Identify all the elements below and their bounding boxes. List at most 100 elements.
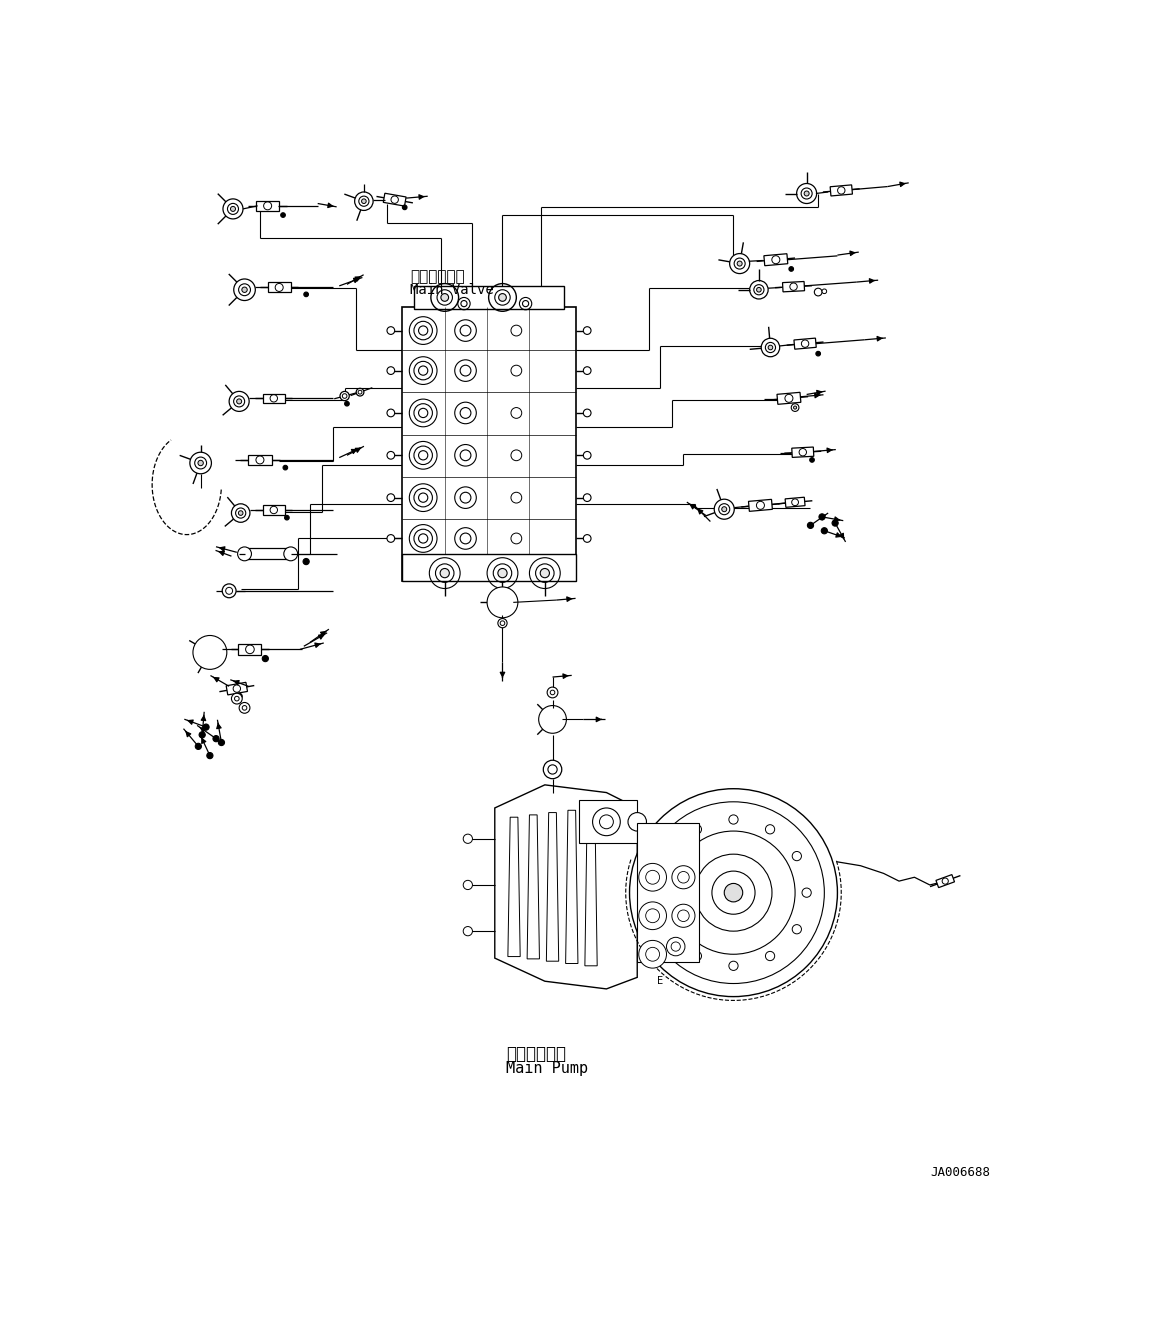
Circle shape	[765, 951, 775, 960]
Circle shape	[543, 760, 562, 779]
Circle shape	[584, 535, 591, 543]
Circle shape	[213, 736, 219, 741]
Polygon shape	[764, 254, 787, 266]
Circle shape	[199, 732, 205, 737]
Circle shape	[548, 766, 557, 774]
Circle shape	[190, 453, 212, 474]
Circle shape	[387, 535, 394, 543]
Polygon shape	[248, 455, 272, 465]
Text: メインバルブ: メインバルブ	[411, 269, 465, 283]
Circle shape	[656, 888, 665, 897]
Ellipse shape	[504, 447, 529, 463]
Circle shape	[692, 825, 701, 834]
Circle shape	[356, 388, 364, 396]
Circle shape	[492, 591, 513, 614]
Circle shape	[791, 404, 799, 411]
Circle shape	[500, 620, 505, 626]
Circle shape	[672, 904, 695, 927]
Circle shape	[236, 508, 245, 518]
Circle shape	[550, 690, 555, 694]
Circle shape	[487, 587, 518, 618]
Circle shape	[193, 635, 227, 669]
Polygon shape	[936, 874, 955, 888]
Circle shape	[463, 881, 472, 889]
Circle shape	[666, 937, 685, 956]
Circle shape	[765, 342, 776, 353]
Circle shape	[584, 451, 591, 459]
Circle shape	[757, 287, 762, 291]
Ellipse shape	[504, 404, 529, 422]
Circle shape	[822, 289, 827, 294]
Circle shape	[665, 851, 675, 861]
Ellipse shape	[504, 322, 529, 338]
Circle shape	[344, 402, 349, 406]
Circle shape	[797, 184, 816, 204]
Circle shape	[540, 568, 549, 577]
Circle shape	[593, 808, 620, 835]
Circle shape	[692, 951, 701, 960]
Circle shape	[231, 504, 250, 522]
Circle shape	[754, 285, 764, 295]
Circle shape	[638, 864, 666, 892]
Circle shape	[236, 693, 242, 700]
Circle shape	[441, 294, 449, 301]
Circle shape	[342, 393, 347, 399]
Circle shape	[542, 709, 563, 729]
Circle shape	[362, 199, 366, 204]
Circle shape	[819, 514, 825, 520]
Circle shape	[222, 584, 236, 598]
Circle shape	[807, 522, 814, 528]
Polygon shape	[547, 813, 558, 962]
Circle shape	[584, 494, 591, 501]
Circle shape	[768, 345, 772, 349]
Circle shape	[304, 559, 309, 564]
Circle shape	[498, 568, 507, 577]
Polygon shape	[238, 643, 262, 655]
Circle shape	[801, 188, 812, 199]
Circle shape	[387, 451, 394, 459]
Ellipse shape	[543, 490, 562, 505]
Circle shape	[809, 458, 814, 462]
Ellipse shape	[543, 449, 562, 462]
Circle shape	[226, 587, 233, 595]
Circle shape	[242, 705, 247, 710]
Circle shape	[802, 888, 812, 897]
Circle shape	[762, 338, 779, 357]
Circle shape	[737, 261, 742, 266]
Ellipse shape	[543, 364, 562, 377]
Circle shape	[714, 500, 734, 520]
Circle shape	[204, 724, 209, 731]
Polygon shape	[508, 817, 520, 956]
Circle shape	[645, 870, 659, 884]
Circle shape	[387, 367, 394, 375]
Circle shape	[387, 410, 394, 416]
Polygon shape	[785, 497, 805, 508]
Circle shape	[358, 391, 362, 393]
Polygon shape	[226, 682, 248, 694]
Ellipse shape	[590, 838, 608, 854]
Circle shape	[223, 199, 243, 219]
Circle shape	[236, 399, 242, 404]
Circle shape	[547, 714, 558, 725]
Circle shape	[204, 646, 216, 659]
Circle shape	[463, 834, 472, 843]
Circle shape	[725, 884, 743, 902]
Polygon shape	[527, 815, 540, 959]
Circle shape	[285, 516, 290, 520]
Circle shape	[355, 192, 373, 211]
Circle shape	[550, 717, 555, 723]
Ellipse shape	[582, 893, 616, 923]
Polygon shape	[565, 810, 578, 963]
Circle shape	[463, 927, 472, 936]
Circle shape	[497, 596, 508, 608]
Circle shape	[793, 406, 797, 410]
Bar	[637, 823, 699, 962]
Circle shape	[235, 696, 240, 701]
Polygon shape	[783, 282, 805, 291]
Circle shape	[722, 506, 727, 512]
Circle shape	[238, 510, 243, 516]
Circle shape	[729, 815, 739, 825]
Circle shape	[750, 281, 768, 299]
Circle shape	[643, 802, 825, 983]
Circle shape	[242, 287, 248, 293]
